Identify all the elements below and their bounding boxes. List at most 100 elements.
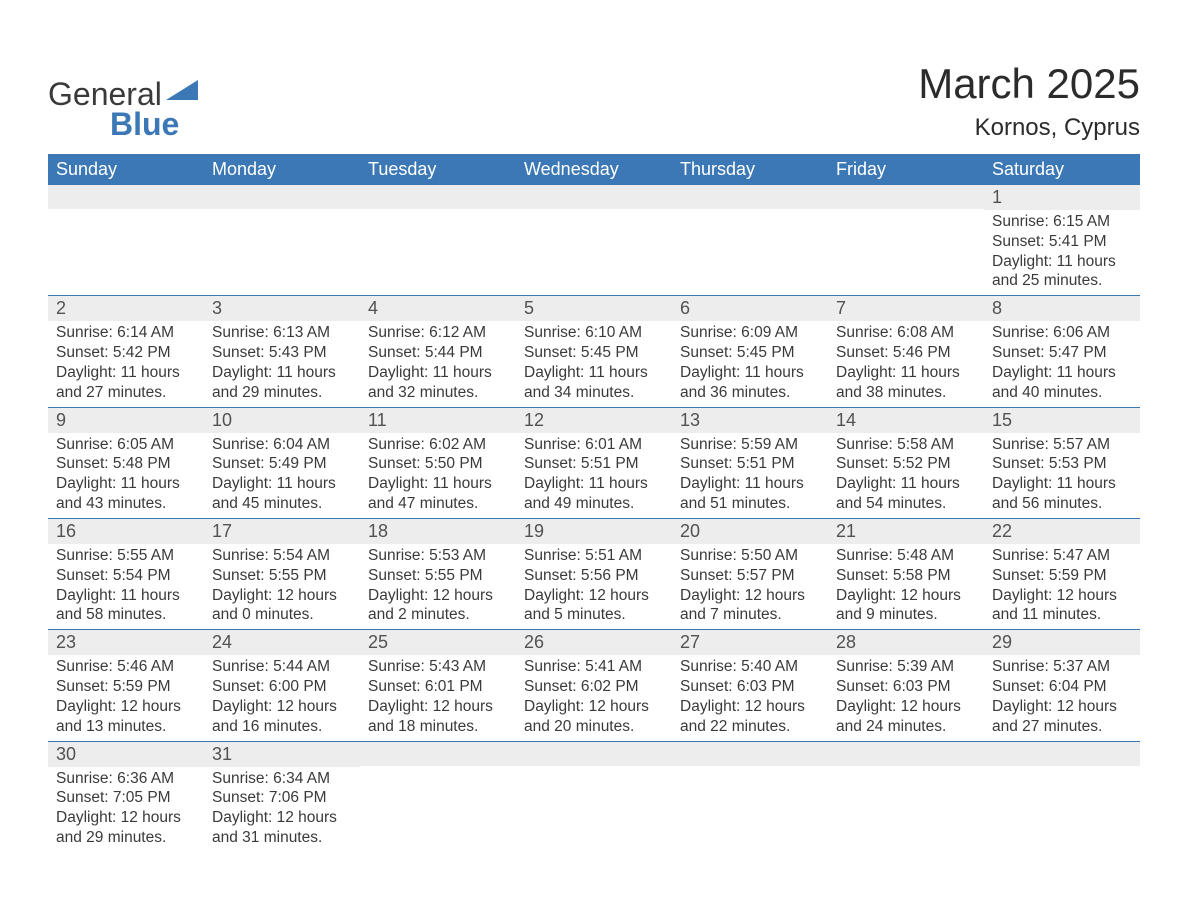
sunrise-text: Sunrise: 6:13 AM — [212, 323, 352, 343]
day-body: Sunrise: 6:01 AMSunset: 5:51 PMDaylight:… — [516, 433, 672, 518]
sunset-text: Sunset: 5:59 PM — [56, 677, 196, 697]
day-number — [360, 185, 516, 209]
sunrise-text: Sunrise: 6:08 AM — [836, 323, 976, 343]
sunset-text: Sunset: 5:45 PM — [524, 343, 664, 363]
sunrise-text: Sunrise: 5:40 AM — [680, 657, 820, 677]
day-body: Sunrise: 6:14 AMSunset: 5:42 PMDaylight:… — [48, 321, 204, 406]
day-number: 14 — [828, 408, 984, 433]
sunset-text: Sunset: 5:50 PM — [368, 454, 508, 474]
logo: General Blue — [48, 78, 198, 140]
calendar-week: 30Sunrise: 6:36 AMSunset: 7:05 PMDayligh… — [48, 741, 1140, 852]
calendar-cell: 31Sunrise: 6:34 AMSunset: 7:06 PMDayligh… — [204, 741, 360, 852]
sunrise-text: Sunrise: 5:41 AM — [524, 657, 664, 677]
day-number — [828, 185, 984, 209]
day-body: Sunrise: 6:08 AMSunset: 5:46 PMDaylight:… — [828, 321, 984, 406]
day-body: Sunrise: 6:12 AMSunset: 5:44 PMDaylight:… — [360, 321, 516, 406]
day-number: 13 — [672, 408, 828, 433]
calendar-cell: 21Sunrise: 5:48 AMSunset: 5:58 PMDayligh… — [828, 518, 984, 629]
calendar-cell — [360, 741, 516, 852]
daylight-text: Daylight: 11 hours and 40 minutes. — [992, 363, 1132, 403]
sunrise-text: Sunrise: 6:14 AM — [56, 323, 196, 343]
calendar-cell: 13Sunrise: 5:59 AMSunset: 5:51 PMDayligh… — [672, 407, 828, 518]
col-monday: Monday — [204, 154, 360, 185]
calendar-cell: 19Sunrise: 5:51 AMSunset: 5:56 PMDayligh… — [516, 518, 672, 629]
day-number: 18 — [360, 519, 516, 544]
sunrise-text: Sunrise: 5:54 AM — [212, 546, 352, 566]
sunset-text: Sunset: 6:00 PM — [212, 677, 352, 697]
sunrise-text: Sunrise: 6:15 AM — [992, 212, 1132, 232]
sunset-text: Sunset: 5:42 PM — [56, 343, 196, 363]
calendar-cell: 6Sunrise: 6:09 AMSunset: 5:45 PMDaylight… — [672, 296, 828, 407]
sunset-text: Sunset: 5:45 PM — [680, 343, 820, 363]
day-number: 27 — [672, 630, 828, 655]
day-number — [204, 185, 360, 209]
calendar-cell: 18Sunrise: 5:53 AMSunset: 5:55 PMDayligh… — [360, 518, 516, 629]
col-thursday: Thursday — [672, 154, 828, 185]
day-number: 25 — [360, 630, 516, 655]
day-body: Sunrise: 5:43 AMSunset: 6:01 PMDaylight:… — [360, 655, 516, 740]
day-number: 28 — [828, 630, 984, 655]
calendar-cell: 9Sunrise: 6:05 AMSunset: 5:48 PMDaylight… — [48, 407, 204, 518]
daylight-text: Daylight: 11 hours and 51 minutes. — [680, 474, 820, 514]
sunrise-text: Sunrise: 5:44 AM — [212, 657, 352, 677]
daylight-text: Daylight: 11 hours and 49 minutes. — [524, 474, 664, 514]
daylight-text: Daylight: 11 hours and 43 minutes. — [56, 474, 196, 514]
calendar-cell: 24Sunrise: 5:44 AMSunset: 6:00 PMDayligh… — [204, 630, 360, 741]
daylight-text: Daylight: 12 hours and 27 minutes. — [992, 697, 1132, 737]
sunset-text: Sunset: 5:59 PM — [992, 566, 1132, 586]
calendar-cell: 2Sunrise: 6:14 AMSunset: 5:42 PMDaylight… — [48, 296, 204, 407]
sunrise-text: Sunrise: 6:36 AM — [56, 769, 196, 789]
day-number: 1 — [984, 185, 1140, 210]
daylight-text: Daylight: 11 hours and 36 minutes. — [680, 363, 820, 403]
daylight-text: Daylight: 12 hours and 16 minutes. — [212, 697, 352, 737]
day-number: 3 — [204, 296, 360, 321]
day-number: 17 — [204, 519, 360, 544]
logo-triangle-icon — [166, 78, 198, 105]
calendar-week: 23Sunrise: 5:46 AMSunset: 5:59 PMDayligh… — [48, 630, 1140, 741]
col-wednesday: Wednesday — [516, 154, 672, 185]
daylight-text: Daylight: 12 hours and 31 minutes. — [212, 808, 352, 848]
daylight-text: Daylight: 12 hours and 11 minutes. — [992, 586, 1132, 626]
day-body: Sunrise: 5:55 AMSunset: 5:54 PMDaylight:… — [48, 544, 204, 629]
day-number: 26 — [516, 630, 672, 655]
day-number: 31 — [204, 742, 360, 767]
sunset-text: Sunset: 5:51 PM — [524, 454, 664, 474]
day-body: Sunrise: 5:58 AMSunset: 5:52 PMDaylight:… — [828, 433, 984, 518]
calendar-cell — [516, 185, 672, 296]
calendar-week: 1Sunrise: 6:15 AMSunset: 5:41 PMDaylight… — [48, 185, 1140, 296]
day-body: Sunrise: 5:50 AMSunset: 5:57 PMDaylight:… — [672, 544, 828, 629]
sunset-text: Sunset: 7:05 PM — [56, 788, 196, 808]
calendar-cell — [516, 741, 672, 852]
calendar-cell: 8Sunrise: 6:06 AMSunset: 5:47 PMDaylight… — [984, 296, 1140, 407]
sunset-text: Sunset: 5:58 PM — [836, 566, 976, 586]
day-body: Sunrise: 5:41 AMSunset: 6:02 PMDaylight:… — [516, 655, 672, 740]
daylight-text: Daylight: 11 hours and 54 minutes. — [836, 474, 976, 514]
calendar-cell: 27Sunrise: 5:40 AMSunset: 6:03 PMDayligh… — [672, 630, 828, 741]
day-number: 23 — [48, 630, 204, 655]
sunrise-text: Sunrise: 6:10 AM — [524, 323, 664, 343]
day-body: Sunrise: 5:53 AMSunset: 5:55 PMDaylight:… — [360, 544, 516, 629]
calendar-cell: 12Sunrise: 6:01 AMSunset: 5:51 PMDayligh… — [516, 407, 672, 518]
day-body: Sunrise: 6:09 AMSunset: 5:45 PMDaylight:… — [672, 321, 828, 406]
sunrise-text: Sunrise: 6:12 AM — [368, 323, 508, 343]
calendar-cell: 16Sunrise: 5:55 AMSunset: 5:54 PMDayligh… — [48, 518, 204, 629]
header: General Blue March 2025 Kornos, Cyprus — [48, 60, 1140, 142]
day-number: 21 — [828, 519, 984, 544]
day-body — [48, 209, 204, 215]
day-body: Sunrise: 6:04 AMSunset: 5:49 PMDaylight:… — [204, 433, 360, 518]
day-number — [360, 742, 516, 766]
day-body: Sunrise: 6:13 AMSunset: 5:43 PMDaylight:… — [204, 321, 360, 406]
calendar-cell: 7Sunrise: 6:08 AMSunset: 5:46 PMDaylight… — [828, 296, 984, 407]
sunset-text: Sunset: 5:46 PM — [836, 343, 976, 363]
day-body — [360, 766, 516, 772]
daylight-text: Daylight: 11 hours and 29 minutes. — [212, 363, 352, 403]
calendar-cell — [828, 741, 984, 852]
sunset-text: Sunset: 5:43 PM — [212, 343, 352, 363]
day-body — [984, 766, 1140, 772]
sunrise-text: Sunrise: 6:34 AM — [212, 769, 352, 789]
daylight-text: Daylight: 11 hours and 27 minutes. — [56, 363, 196, 403]
sunrise-text: Sunrise: 6:05 AM — [56, 435, 196, 455]
day-body: Sunrise: 5:47 AMSunset: 5:59 PMDaylight:… — [984, 544, 1140, 629]
daylight-text: Daylight: 11 hours and 45 minutes. — [212, 474, 352, 514]
day-number: 29 — [984, 630, 1140, 655]
